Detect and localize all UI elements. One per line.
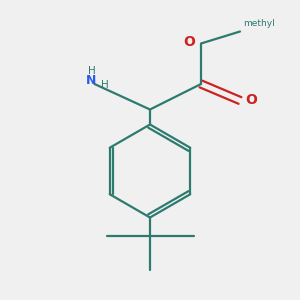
Text: methyl: methyl — [243, 20, 275, 28]
Text: O: O — [183, 35, 195, 49]
Text: O: O — [245, 94, 257, 107]
Text: H: H — [88, 65, 95, 76]
Text: N: N — [86, 74, 97, 88]
Text: H: H — [101, 80, 109, 91]
